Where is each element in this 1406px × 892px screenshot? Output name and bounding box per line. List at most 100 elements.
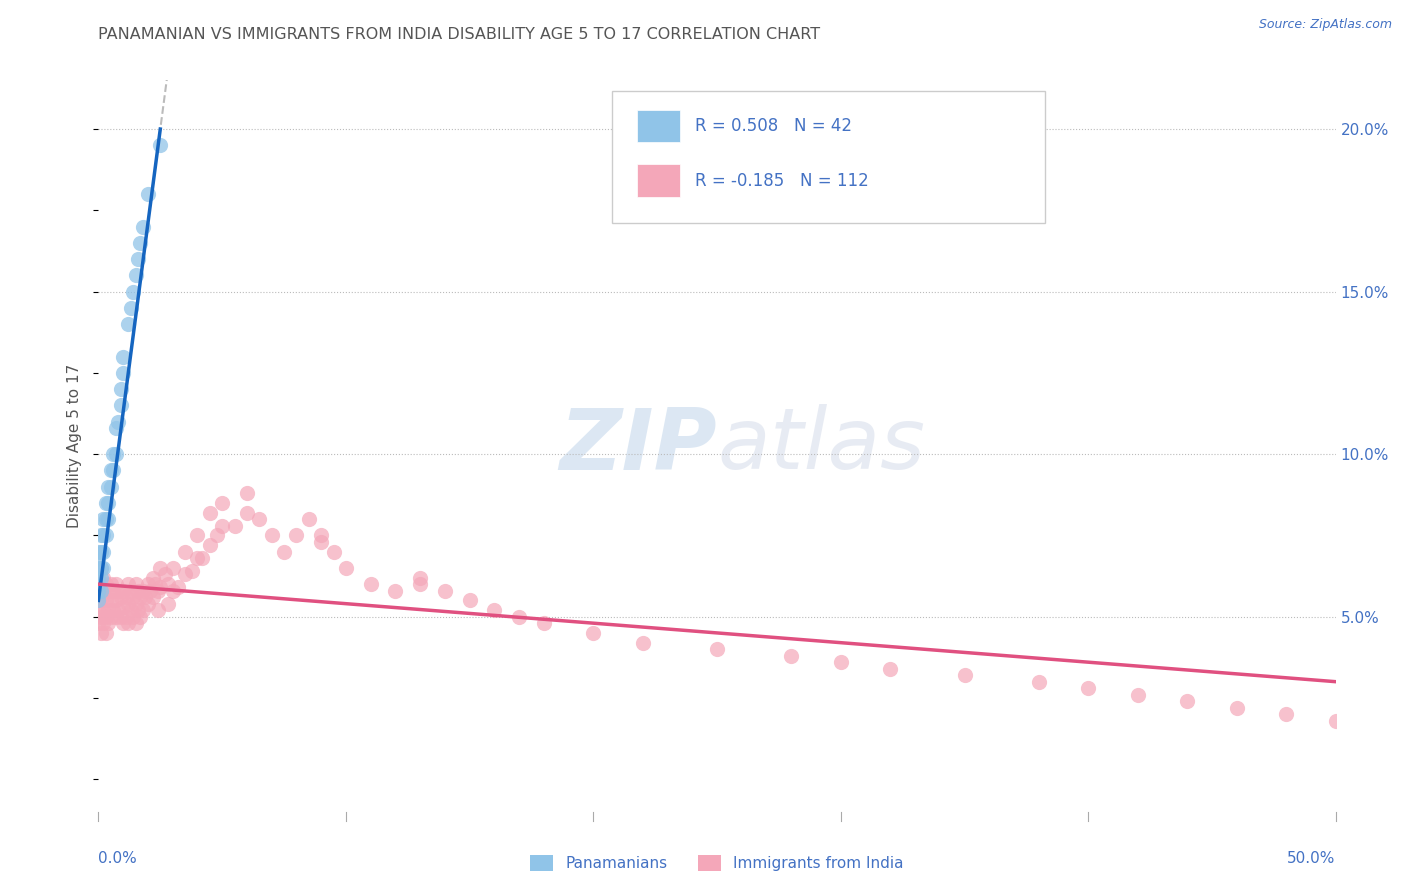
Point [706, 642, 728, 657]
Point [433, 583, 456, 598]
Point [224, 518, 246, 533]
Point [409, 577, 432, 591]
Point [107, 415, 129, 429]
Point [93, 616, 115, 631]
Point [120, 603, 142, 617]
Point [100, 480, 122, 494]
Point [879, 662, 901, 676]
Point [122, 285, 145, 299]
Legend: Panamanians, Immigrants from India: Panamanians, Immigrants from India [524, 849, 910, 877]
Point [127, 583, 149, 598]
Text: 50.0%: 50.0% [1288, 851, 1336, 866]
Point [127, 603, 149, 617]
Point [247, 512, 270, 526]
Point [1077, 681, 1099, 696]
Point [94, 496, 117, 510]
Point [211, 496, 233, 510]
Point [97, 512, 120, 526]
Point [112, 350, 135, 364]
Point [309, 535, 332, 549]
Point [110, 609, 132, 624]
Point [100, 609, 122, 624]
Point [104, 593, 127, 607]
Point [484, 603, 506, 617]
Point [87, 571, 110, 585]
Point [631, 635, 654, 649]
Point [87, 577, 110, 591]
Y-axis label: Disability Age 5 to 17: Disability Age 5 to 17 [67, 364, 83, 528]
Point [582, 626, 605, 640]
Point [107, 583, 129, 598]
Point [156, 577, 179, 591]
Point [97, 480, 120, 494]
Point [97, 603, 120, 617]
Point [117, 616, 139, 631]
Point [104, 609, 127, 624]
Point [146, 583, 169, 598]
Point [134, 590, 156, 604]
Point [132, 603, 155, 617]
Point [93, 603, 115, 617]
Point [132, 219, 155, 234]
Point [205, 528, 228, 542]
Point [236, 506, 259, 520]
Point [94, 626, 117, 640]
Point [129, 609, 152, 624]
Text: 0.0%: 0.0% [98, 851, 138, 866]
Point [186, 528, 208, 542]
Point [1324, 714, 1347, 728]
Point [90, 577, 112, 591]
Point [100, 577, 122, 591]
Point [94, 512, 117, 526]
Point [100, 593, 122, 607]
Point [110, 398, 132, 412]
Point [162, 561, 184, 575]
Point [124, 577, 146, 591]
Point [174, 567, 197, 582]
Point [112, 583, 135, 598]
Point [384, 583, 406, 598]
Point [139, 583, 162, 598]
Point [97, 616, 120, 631]
Text: R = 0.508   N = 42: R = 0.508 N = 42 [695, 118, 852, 136]
Point [97, 496, 120, 510]
Point [1226, 700, 1249, 714]
Point [103, 463, 125, 477]
Point [94, 577, 117, 591]
Point [94, 593, 117, 607]
Point [93, 544, 115, 558]
Point [90, 583, 112, 598]
Point [143, 577, 166, 591]
Point [117, 597, 139, 611]
Point [124, 268, 146, 283]
Point [90, 626, 112, 640]
Point [142, 571, 165, 585]
Point [104, 577, 127, 591]
Point [117, 317, 139, 331]
Point [103, 447, 125, 461]
Text: ZIP: ZIP [560, 404, 717, 488]
Point [149, 561, 172, 575]
Point [90, 571, 112, 585]
Point [533, 616, 555, 631]
Point [132, 583, 155, 598]
Point [181, 564, 204, 578]
Point [122, 590, 145, 604]
Point [87, 616, 110, 631]
Point [1028, 674, 1050, 689]
Point [186, 551, 208, 566]
Point [87, 583, 110, 598]
Point [129, 235, 152, 250]
Point [117, 577, 139, 591]
Point [87, 583, 110, 598]
Text: Source: ZipAtlas.com: Source: ZipAtlas.com [1258, 18, 1392, 31]
Point [136, 597, 159, 611]
Point [508, 609, 530, 624]
Point [124, 597, 146, 611]
Point [90, 609, 112, 624]
Point [110, 590, 132, 604]
Point [120, 583, 142, 598]
Point [830, 655, 852, 669]
Point [93, 561, 115, 575]
Point [198, 506, 221, 520]
